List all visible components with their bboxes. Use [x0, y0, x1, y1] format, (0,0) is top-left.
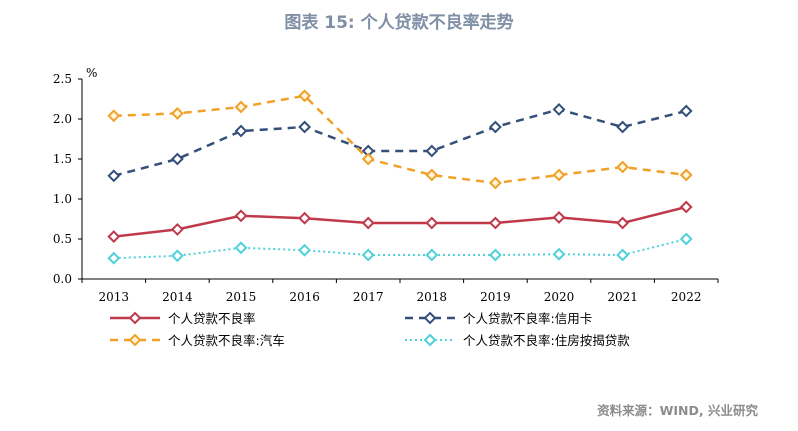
legend-marker [423, 311, 437, 325]
data-point [107, 169, 121, 183]
data-point [298, 211, 312, 225]
x-tick-label: 2013 [99, 290, 130, 304]
data-point [234, 241, 248, 255]
y-tick-label: 1.5 [53, 152, 72, 166]
data-point [170, 222, 184, 236]
data-point [298, 243, 312, 257]
data-point [552, 210, 566, 224]
legend-label: 个人贷款不良率 [168, 311, 256, 326]
legend-item: 个人贷款不良率:信用卡 [405, 311, 592, 326]
data-point [425, 144, 439, 158]
data-point [616, 120, 630, 134]
series-line [113, 205, 687, 238]
series-2 [107, 89, 693, 190]
data-point [552, 247, 566, 261]
series-0 [107, 200, 693, 244]
data-point [170, 106, 184, 120]
y-tick-label: 1.0 [53, 192, 72, 206]
series-line [113, 94, 687, 185]
legend-item: 个人贷款不良率:住房按揭贷款 [405, 333, 630, 348]
data-point [234, 100, 248, 114]
data-point [170, 152, 184, 166]
x-tick-label: 2021 [607, 290, 638, 304]
legend-label: 个人贷款不良率:信用卡 [463, 311, 592, 326]
y-tick-label: 2.5 [53, 72, 72, 86]
legend-label: 个人贷款不良率:住房按揭贷款 [463, 333, 630, 348]
x-tick-label: 2022 [671, 290, 702, 304]
legend-item: 个人贷款不良率 [110, 311, 256, 326]
source-note: 资料来源：WIND, 兴业研究 [597, 403, 758, 418]
series-line [113, 238, 687, 260]
x-tick-label: 2019 [480, 290, 511, 304]
legend-marker [128, 333, 142, 347]
data-point [679, 104, 693, 118]
legend-item: 个人贷款不良率:汽车 [110, 333, 285, 348]
data-point [616, 248, 630, 262]
data-point [488, 176, 502, 190]
data-point [361, 216, 375, 230]
series-lines [107, 89, 693, 265]
data-point [107, 251, 121, 265]
data-point [488, 120, 502, 134]
series-line [113, 108, 687, 178]
data-point [425, 248, 439, 262]
y-tick-label: 0.5 [53, 232, 72, 246]
series-3 [107, 232, 693, 265]
data-point [107, 109, 121, 123]
legend-label: 个人贷款不良率:汽车 [168, 333, 285, 348]
data-point [298, 120, 312, 134]
data-point [361, 248, 375, 262]
x-tick-label: 2014 [162, 290, 193, 304]
y-tick-label: 2.0 [53, 112, 72, 126]
y-tick-label: 0.0 [53, 272, 72, 286]
data-point [616, 216, 630, 230]
data-point [234, 209, 248, 223]
data-point [107, 230, 121, 244]
data-point [170, 249, 184, 263]
x-tick-label: 2015 [226, 290, 257, 304]
y-unit-label: % [86, 66, 97, 80]
chart-title: 图表 15: 个人贷款不良率走势 [284, 13, 514, 33]
data-point [488, 216, 502, 230]
legend-marker [128, 311, 142, 325]
x-tick-label: 2020 [544, 290, 575, 304]
data-point [679, 232, 693, 246]
data-point [616, 160, 630, 174]
data-point [361, 152, 375, 166]
axes: 0.0 0.5 1.0 1.5 2.0 2.5 % 2013 2014 2015 2016 2017 2… [53, 66, 719, 304]
data-point [488, 248, 502, 262]
series-1 [107, 102, 693, 183]
data-point [552, 102, 566, 116]
data-point [425, 168, 439, 182]
data-point [298, 89, 312, 103]
data-point [425, 216, 439, 230]
x-tick-label: 2017 [353, 290, 384, 304]
data-point [679, 168, 693, 182]
x-tick-label: 2016 [289, 290, 320, 304]
data-point [552, 168, 566, 182]
data-point [234, 124, 248, 138]
data-point [679, 200, 693, 214]
legend-marker [423, 333, 437, 347]
x-tick-label: 2018 [417, 290, 448, 304]
